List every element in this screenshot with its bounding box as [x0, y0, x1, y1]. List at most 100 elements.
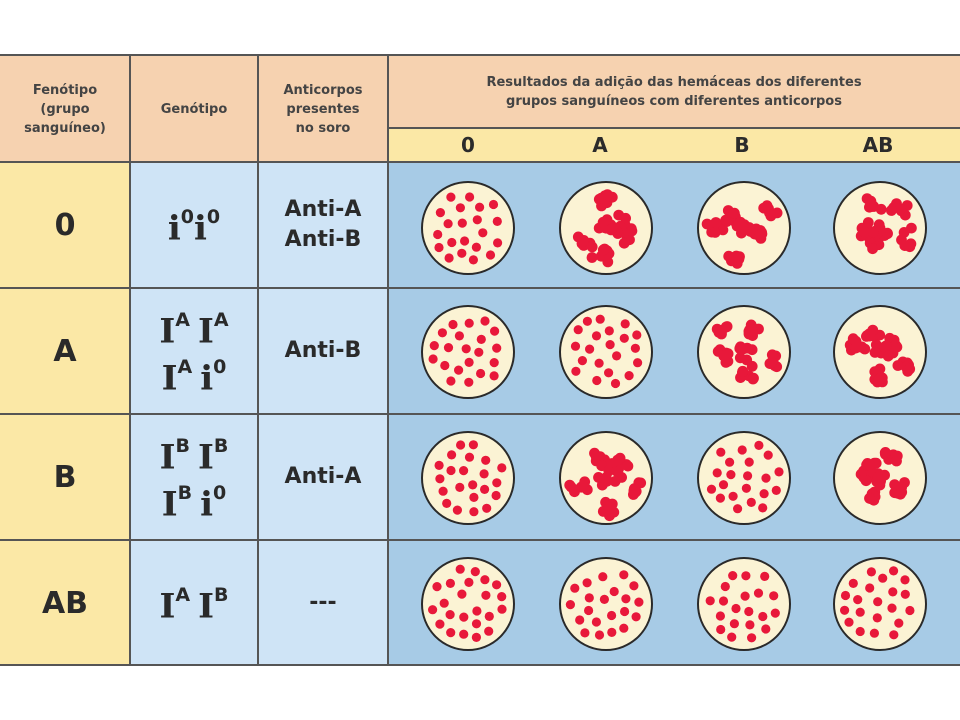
- red-blood-cell: [590, 450, 602, 462]
- red-blood-cell: [725, 457, 735, 467]
- allele-base: I: [161, 484, 178, 525]
- red-blood-cell: [492, 216, 502, 226]
- red-blood-cell: [445, 578, 455, 588]
- red-blood-cell: [464, 377, 474, 387]
- allele-base: I: [198, 311, 214, 351]
- genotype-line: i0i0: [168, 201, 220, 248]
- grid-line: [129, 54, 131, 666]
- allele-sup: 0: [213, 356, 227, 378]
- allele-sup: 0: [213, 482, 227, 504]
- red-blood-cell: [604, 368, 614, 378]
- red-blood-cell: [891, 455, 902, 467]
- dish-a-a-dispersed: [559, 305, 653, 399]
- red-blood-cell: [489, 358, 499, 368]
- allele-base: i: [200, 358, 214, 399]
- red-blood-cell: [882, 350, 894, 362]
- red-blood-cell: [468, 480, 478, 490]
- red-blood-cell: [731, 220, 743, 232]
- red-blood-cell: [573, 325, 583, 335]
- red-blood-cell: [472, 606, 482, 616]
- dish-b-b-dispersed: [697, 431, 791, 525]
- red-blood-cell: [597, 216, 609, 228]
- row-ab-phenotype: AB: [0, 540, 130, 666]
- red-blood-cell: [591, 617, 601, 627]
- red-blood-cell: [599, 243, 610, 255]
- red-blood-cell: [482, 503, 492, 513]
- allele-sup: B: [175, 434, 190, 457]
- red-blood-cell: [726, 470, 736, 480]
- red-blood-cell: [619, 570, 629, 580]
- red-blood-cell: [492, 343, 502, 353]
- red-blood-cell: [718, 480, 729, 490]
- allele-sup: 0: [206, 206, 221, 229]
- grid-line: [0, 664, 960, 666]
- red-blood-cell: [484, 626, 494, 636]
- red-blood-cell: [747, 373, 759, 385]
- red-blood-cell: [720, 357, 732, 368]
- red-blood-cell: [457, 218, 467, 228]
- red-blood-cell: [900, 575, 910, 585]
- red-blood-cell: [600, 472, 612, 483]
- red-blood-cell: [464, 318, 474, 328]
- red-blood-cell: [761, 473, 771, 483]
- red-blood-cell: [457, 248, 467, 258]
- red-blood-cell: [609, 586, 619, 597]
- red-blood-cell: [865, 583, 875, 593]
- red-blood-cell: [480, 316, 490, 326]
- allele-sup: 0: [180, 206, 194, 229]
- red-blood-cell: [478, 228, 488, 238]
- red-blood-cell: [480, 575, 490, 585]
- genotype-line: IB IB: [160, 430, 229, 477]
- red-blood-cell: [771, 207, 783, 219]
- red-blood-cell: [620, 319, 630, 329]
- red-blood-cell: [429, 341, 439, 351]
- red-blood-cell: [609, 476, 621, 487]
- grid-line: [0, 287, 960, 289]
- row-0-genotype: i0i0: [130, 162, 258, 288]
- red-blood-cell: [602, 189, 613, 200]
- red-blood-cell: [754, 229, 766, 241]
- red-blood-cell: [443, 219, 453, 229]
- genotype-formula: IB IB IB i0: [160, 430, 229, 525]
- red-blood-cell: [904, 363, 916, 375]
- dish-0-b-agglutinated: [697, 181, 791, 275]
- red-blood-cell: [480, 484, 490, 494]
- red-blood-cell: [570, 341, 581, 351]
- red-blood-cell: [629, 581, 639, 591]
- red-blood-cell: [766, 356, 777, 368]
- red-blood-cell: [582, 578, 592, 588]
- red-blood-cell: [481, 590, 491, 600]
- genotype-line: IA IA: [159, 304, 228, 351]
- red-blood-cell: [475, 202, 485, 212]
- red-blood-cell: [631, 612, 641, 622]
- red-blood-cell: [464, 357, 474, 367]
- row-b-phenotype: B: [0, 414, 130, 540]
- red-blood-cell: [869, 347, 881, 358]
- red-blood-cell: [848, 578, 858, 588]
- red-blood-cell: [488, 199, 499, 210]
- red-blood-cell: [459, 612, 469, 622]
- red-blood-cell: [610, 378, 621, 389]
- red-blood-cell: [634, 597, 644, 607]
- red-blood-cell: [853, 595, 863, 605]
- row-ab-genotype: IA IB: [130, 540, 258, 666]
- red-blood-cell: [622, 460, 634, 472]
- row-a-antibodies: Anti-B: [258, 288, 388, 414]
- dish-b-ab-agglutinated: [833, 431, 927, 525]
- red-blood-cell: [896, 486, 908, 498]
- red-blood-cell: [577, 356, 587, 366]
- red-blood-cell: [432, 582, 442, 592]
- grid-line: [388, 127, 960, 129]
- subheader-label-a: A: [592, 133, 608, 157]
- red-blood-cell: [571, 366, 581, 376]
- red-blood-cell: [444, 253, 454, 263]
- red-blood-cell: [715, 493, 725, 503]
- red-blood-cell: [873, 374, 884, 386]
- red-blood-cell: [586, 241, 598, 253]
- red-blood-cell: [840, 605, 850, 615]
- red-blood-cell: [906, 222, 917, 234]
- red-blood-cell: [579, 476, 591, 488]
- red-blood-cell: [457, 589, 467, 599]
- red-blood-cell: [605, 340, 615, 350]
- red-blood-cell: [728, 571, 738, 581]
